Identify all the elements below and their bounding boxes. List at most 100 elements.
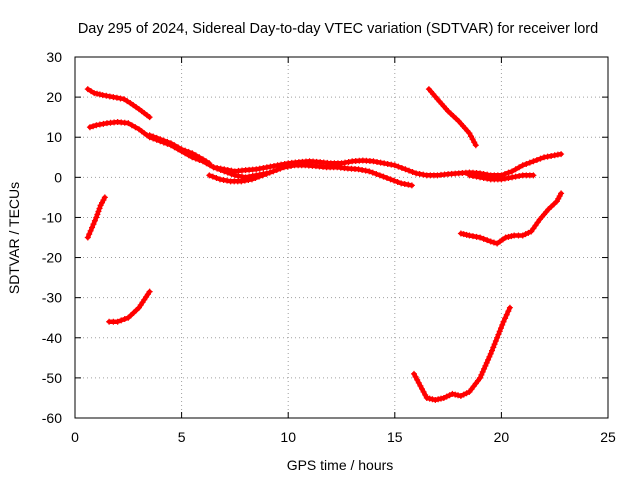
data-point [209,173,216,180]
data-point [528,228,535,235]
data-point [267,163,274,170]
data-point [460,391,467,398]
data-point [551,152,558,159]
data-point [178,146,185,153]
data-point [487,238,494,245]
data-point [541,154,548,161]
data-point [554,151,561,158]
data-point [505,169,512,176]
data-point [91,90,98,97]
data-point [473,233,480,240]
series-arc-10 [457,190,565,247]
data-point [477,374,484,381]
data-point [160,137,167,144]
data-point [238,178,245,185]
data-point [239,173,246,180]
data-point [224,166,231,173]
data-point [206,160,213,167]
data-point [220,177,227,184]
data-point [157,136,164,143]
data-point [490,239,497,246]
data-point [402,166,409,173]
data-point [483,359,490,366]
data-point [94,90,101,97]
data-point [460,231,467,238]
data-point [519,232,526,239]
data-point [413,170,420,177]
x-tick-label: 0 [71,429,79,445]
y-tick-label: -50 [42,370,62,386]
data-point [512,173,519,180]
data-point [482,362,489,369]
data-point [153,134,160,141]
y-tick-label: 10 [46,129,62,145]
data-point [93,214,100,221]
data-point [505,308,512,315]
data-point [471,139,478,146]
data-point [473,173,480,180]
data-point [398,180,405,187]
data-point [345,158,352,165]
series-arc-11 [410,304,513,403]
data-point [228,167,235,174]
data-point [455,392,462,399]
data-point [124,98,131,105]
y-axis-tick-labels: -60 -50 -40 -30 -20 -10 0 10 20 30 [42,49,62,426]
data-point [481,365,488,372]
data-point [469,233,476,240]
data-point [192,152,199,159]
y-tick-label: -40 [42,330,62,346]
data-point [210,164,217,171]
data-point [466,232,473,239]
data-point [84,86,91,93]
data-point [420,388,427,395]
y-axis-title: SDTVAR / TECUs [6,182,22,294]
data-point [96,121,103,128]
data-point [248,176,255,183]
data-point [214,164,221,171]
data-point [487,350,494,357]
data-point [545,206,552,213]
data-point [532,222,539,229]
data-point [216,176,223,183]
data-point [516,164,523,171]
data-point [449,390,456,397]
data-point [263,170,270,177]
data-point [505,233,512,240]
data-point [437,395,444,402]
y-tick-label: -30 [42,290,62,306]
data-point [224,177,231,184]
data-point [544,153,551,160]
data-point [466,172,473,179]
data-point [395,163,402,170]
series-arc-9 [425,86,479,149]
data-point [401,181,408,188]
data-point [369,169,376,176]
data-point [381,160,388,167]
x-tick-label: 10 [280,429,296,445]
data-point [446,392,453,399]
y-tick-label: 30 [46,49,62,65]
data-point [103,92,110,99]
data-point [469,136,476,143]
data-point [426,395,433,402]
data-point [99,92,106,99]
data-point [468,133,475,140]
data-point [418,385,425,392]
data-point [274,162,281,169]
data-point [502,315,509,322]
data-point [469,172,476,179]
data-point [494,334,501,341]
data-point [478,371,485,378]
data-point [387,176,394,183]
data-point [519,162,526,169]
data-point [509,168,516,175]
data-point [118,317,125,324]
data-point [534,219,541,226]
data-point [463,390,470,397]
data-point [394,179,401,186]
data-point [106,93,113,100]
data-point [146,288,153,295]
data-point [87,227,94,234]
